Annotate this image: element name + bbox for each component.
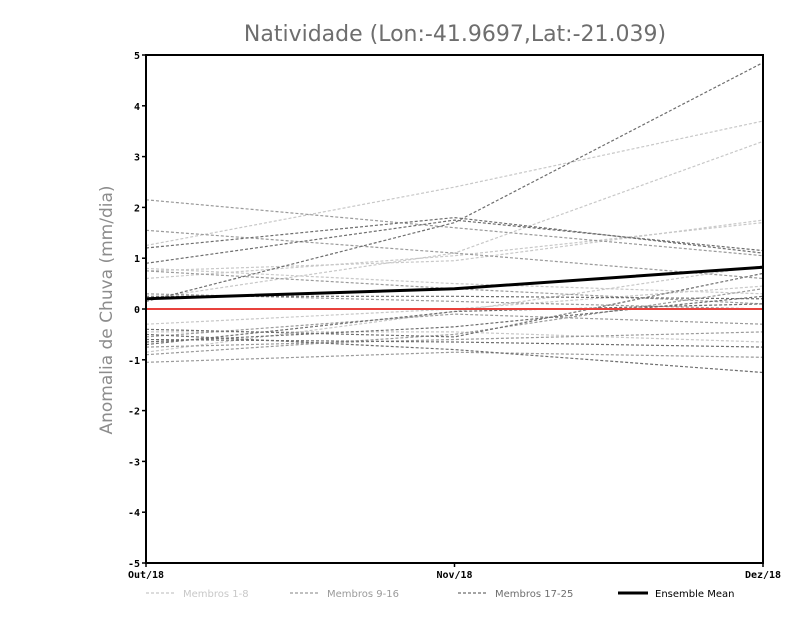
legend-label: Membros 9-16 bbox=[327, 589, 399, 600]
y-tick-label: 0 bbox=[134, 305, 140, 316]
series-line-9 bbox=[145, 229, 764, 280]
series-line-21 bbox=[145, 272, 764, 338]
y-axis-label: Anomalia de Chuva (mm/dia) bbox=[97, 185, 117, 434]
series-line-14 bbox=[145, 331, 764, 348]
series-layer bbox=[145, 62, 764, 374]
y-tick-label: 3 bbox=[134, 153, 140, 164]
y-tick-label: 4 bbox=[134, 102, 140, 113]
legend-label: Membros 17-25 bbox=[495, 589, 573, 600]
series-line-2 bbox=[145, 140, 764, 300]
x-tick-label: Nov/18 bbox=[436, 570, 472, 581]
series-line-16 bbox=[145, 351, 764, 363]
series-line-4 bbox=[145, 222, 764, 280]
legend-label: Ensemble Mean bbox=[655, 589, 734, 600]
x-tick-label: Dez/18 bbox=[745, 570, 781, 581]
series-line-25 bbox=[145, 333, 764, 374]
x-tick-label: Out/18 bbox=[128, 570, 164, 581]
legend-label: Membros 1-8 bbox=[183, 589, 249, 600]
y-tick-label: -1 bbox=[128, 356, 140, 367]
series-line-23 bbox=[145, 303, 764, 346]
series-line-3 bbox=[145, 219, 764, 272]
y-tick-label: 2 bbox=[134, 203, 140, 214]
mean-layer bbox=[145, 265, 764, 301]
series-line-1 bbox=[145, 120, 764, 247]
series-line-18 bbox=[145, 219, 764, 264]
series-line-19 bbox=[145, 216, 764, 254]
ticks-layer: -5 -4 -3 -2 -1 0 1 2 3 4 5 Out/18 Nov/18 Dez/18 bbox=[128, 51, 781, 581]
ensemble-mean-line bbox=[145, 265, 764, 301]
y-tick-label: 5 bbox=[134, 51, 140, 62]
series-line-6 bbox=[145, 285, 764, 325]
series-line-10 bbox=[145, 199, 764, 257]
y-tick-label: -2 bbox=[128, 407, 140, 418]
chart-title: Natividade (Lon:-41.9697,Lat:-21.039) bbox=[244, 22, 666, 47]
y-tick-label: -4 bbox=[128, 508, 140, 519]
series-line-13 bbox=[145, 313, 764, 338]
series-line-17 bbox=[145, 62, 764, 302]
series-line-5 bbox=[145, 267, 764, 295]
y-tick-label: -3 bbox=[128, 457, 140, 468]
legend-layer: Membros 1-8 Membros 9-16 Membros 17-25 Ense… bbox=[146, 589, 734, 600]
series-line-15 bbox=[145, 288, 764, 356]
y-tick-label: -5 bbox=[128, 559, 140, 570]
y-tick-label: 1 bbox=[134, 254, 140, 265]
series-line-24 bbox=[145, 338, 764, 348]
